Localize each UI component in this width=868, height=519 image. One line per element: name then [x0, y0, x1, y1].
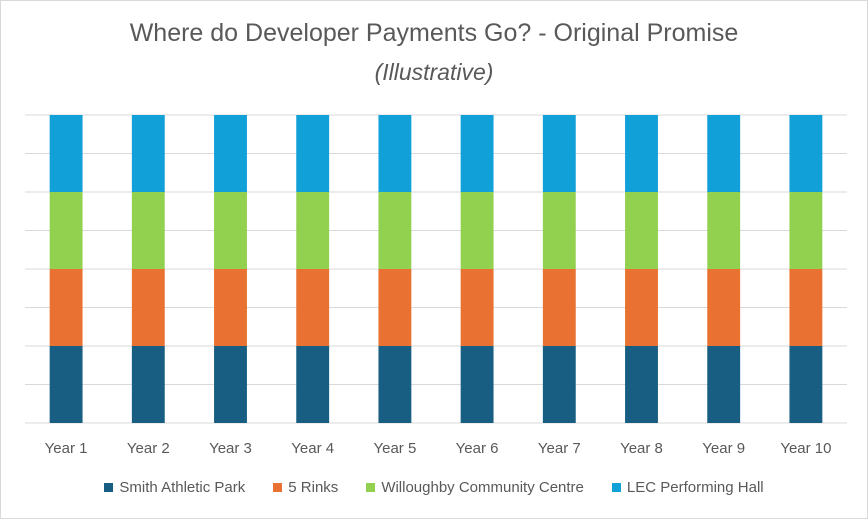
bar-6-series-3[interactable]: [460, 192, 494, 269]
bar-9-series-2[interactable]: [707, 269, 741, 346]
legend-label: 5 Rinks: [288, 479, 339, 496]
bar-1-series-4[interactable]: [49, 115, 83, 192]
legend-label: Smith Athletic Park: [119, 479, 246, 496]
bar-9-series-1[interactable]: [707, 346, 741, 423]
bar-1-series-2[interactable]: [49, 269, 83, 346]
x-tick-label: Year 1: [45, 440, 88, 457]
bar-2-series-4[interactable]: [131, 115, 165, 192]
bar-8-series-1[interactable]: [625, 346, 658, 423]
bar-3-series-1[interactable]: [214, 346, 247, 423]
bar-2-series-3[interactable]: [131, 192, 165, 269]
bar-9-series-3[interactable]: [707, 192, 741, 269]
chart-subtitle: (Illustrative): [374, 59, 494, 85]
x-tick-label: Year 8: [620, 440, 663, 457]
bar-5-series-2[interactable]: [378, 269, 412, 346]
bar-4-series-3[interactable]: [296, 192, 330, 269]
legend-item[interactable]: Willoughby Community Centre: [366, 479, 584, 496]
chart-legend: Smith Athletic Park 5 Rinks Willoughby Com…: [1, 479, 867, 496]
bar-6-series-2[interactable]: [460, 269, 494, 346]
x-tick-label: Year 5: [373, 440, 416, 457]
bar-5-series-4[interactable]: [378, 115, 412, 192]
bar-3-series-4[interactable]: [214, 115, 247, 192]
bar-10-series-4[interactable]: [789, 115, 823, 192]
bar-7-series-2[interactable]: [542, 269, 576, 346]
bar-7-series-4[interactable]: [542, 115, 576, 192]
legend-item[interactable]: 5 Rinks: [273, 479, 338, 496]
legend-item[interactable]: LEC Performing Hall: [611, 479, 764, 496]
bar-8-series-3[interactable]: [625, 192, 658, 269]
bar-6-series-1[interactable]: [460, 346, 494, 423]
bar-3-series-3[interactable]: [214, 192, 247, 269]
chart-plot-area: Year 1 Year 2 Year 3 Year 4 Year 5 Year 6 Year…: [25, 114, 847, 457]
x-tick-label: Year 3: [209, 440, 252, 457]
x-tick-label: Year 10: [780, 440, 831, 457]
x-tick-label: Year 2: [127, 440, 170, 457]
legend-label: LEC Performing Hall: [626, 479, 764, 496]
bar-4-series-1[interactable]: [296, 346, 330, 423]
bar-1-series-1[interactable]: [49, 346, 83, 423]
legend-swatch: [104, 483, 114, 492]
bar-8-series-2[interactable]: [625, 269, 658, 346]
bar-7-series-3[interactable]: [542, 192, 576, 269]
bar-4-series-2[interactable]: [296, 269, 330, 346]
x-tick-label: Year 7: [538, 440, 581, 457]
legend-swatch: [273, 483, 283, 492]
bar-4-series-4[interactable]: [296, 115, 330, 192]
bar-7-series-1[interactable]: [542, 346, 576, 423]
x-tick-label: Year 4: [291, 440, 334, 457]
x-tick-label: Year 6: [456, 440, 499, 457]
bar-2-series-2[interactable]: [131, 269, 165, 346]
bar-3-series-2[interactable]: [214, 269, 247, 346]
bar-2-series-1[interactable]: [131, 346, 165, 423]
bar-6-series-4[interactable]: [460, 115, 494, 192]
x-tick-label: Year 9: [702, 440, 745, 457]
bar-5-series-3[interactable]: [378, 192, 412, 269]
bar-10-series-1[interactable]: [789, 346, 823, 423]
bar-5-series-1[interactable]: [378, 346, 412, 423]
bar-10-series-3[interactable]: [789, 192, 823, 269]
bar-8-series-4[interactable]: [625, 115, 658, 192]
legend-swatch: [611, 483, 621, 492]
legend-item[interactable]: Smith Athletic Park: [104, 479, 245, 496]
bar-1-series-3[interactable]: [49, 192, 83, 269]
bar-10-series-2[interactable]: [789, 269, 823, 346]
bar-9-series-4[interactable]: [707, 115, 741, 192]
legend-swatch: [366, 483, 376, 492]
legend-label: Willoughby Community Centre: [381, 479, 584, 496]
chart-title: Where do Developer Payments Go? - Origin…: [129, 19, 739, 47]
